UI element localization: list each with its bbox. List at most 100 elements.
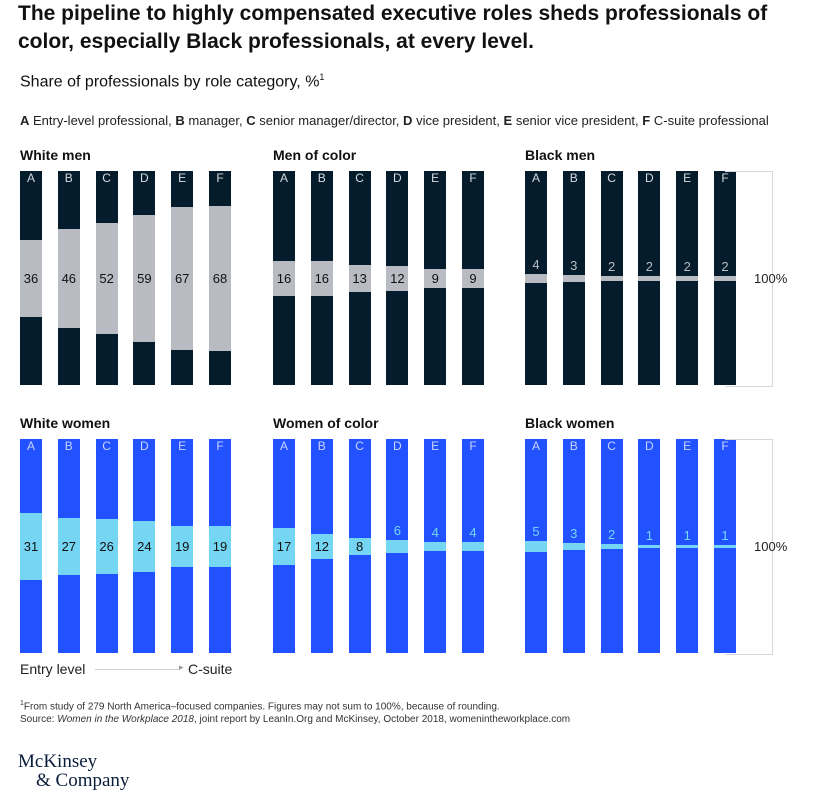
legend-key-e: E [503, 113, 513, 128]
data-label: 17 [276, 538, 292, 554]
data-label: 2 [683, 259, 691, 275]
bar-share-segment [676, 276, 699, 281]
bar-share-segment [20, 239, 42, 317]
bar-share-segment [600, 276, 623, 281]
bar: C 52 [95, 171, 118, 385]
data-label: 16 [314, 270, 330, 286]
bar-share-segment [171, 526, 194, 567]
panel-title: Women of color [273, 415, 379, 431]
category-letter: D [140, 439, 149, 453]
category-letter: F [469, 439, 477, 453]
data-label: 5 [532, 524, 540, 540]
bar: F 19 [209, 439, 231, 653]
arrow-right-icon: ▸ [179, 662, 184, 672]
bar: C 26 [95, 439, 118, 653]
role-legend: A Entry-level professional, B manager, C… [20, 113, 769, 128]
legend-text-f: C-suite professional [653, 113, 769, 128]
bar-share-segment [95, 518, 118, 575]
legend-key-c: C [246, 113, 256, 128]
bar: D 24 [133, 439, 156, 653]
subtitle-footnote-marker: 1 [319, 72, 325, 82]
footnote-marker: 1 [20, 700, 24, 707]
scale-frame-men [725, 171, 773, 387]
category-letter: C [102, 171, 111, 185]
legend-text-e: senior vice president, [515, 113, 639, 128]
category-letter: A [531, 439, 540, 453]
data-label: 2 [645, 259, 653, 275]
data-label: 3 [570, 258, 578, 274]
legend-key-d: D [403, 113, 413, 128]
data-label: 19 [212, 538, 228, 554]
bar-share-segment [638, 545, 661, 548]
subtitle-text: Share of professionals by role category,… [20, 73, 320, 91]
source-rest: , joint report by LeanIn.Org and McKinse… [193, 714, 571, 726]
bar-share-segment [310, 533, 333, 560]
bar-share-segment [209, 526, 231, 567]
category-letter: F [216, 171, 224, 185]
bar-share-segment [133, 520, 156, 573]
bar-share-segment [209, 205, 231, 352]
bar-share-segment [273, 261, 295, 296]
category-letter: E [683, 171, 692, 185]
category-letter: C [355, 439, 364, 453]
data-label: 2 [607, 527, 616, 543]
bar-share-segment [525, 541, 547, 552]
bar: B 46 [57, 171, 80, 385]
bar-share-segment [348, 537, 371, 556]
category-letter: B [569, 439, 578, 453]
data-label: 52 [99, 270, 114, 286]
category-letter: D [393, 439, 402, 453]
legend-text-b: manager, [188, 113, 243, 128]
data-label: 2 [721, 259, 729, 275]
footnote: 1From study of 279 North America–focused… [20, 697, 570, 726]
data-label: 4 [431, 525, 439, 541]
source-line: Source: Women in the Workplace 2018, joi… [20, 713, 570, 726]
bar: E 19 [171, 439, 194, 653]
bar-share-segment [57, 229, 80, 328]
category-letter: C [355, 171, 364, 185]
category-letter: B [569, 171, 578, 185]
bar: D 12 [386, 171, 409, 385]
bar-share-segment [714, 545, 736, 548]
data-label: 31 [23, 538, 39, 554]
legend-key-a: A [20, 113, 30, 128]
legend-key-f: F [642, 113, 651, 128]
bar-share-segment [20, 513, 42, 580]
category-letter: E [178, 171, 187, 185]
category-letter: C [607, 171, 616, 185]
bar: A 36 [20, 171, 42, 385]
panel-title: Black women [525, 415, 615, 431]
category-letter: C [102, 439, 111, 453]
bar-share-segment [424, 542, 447, 551]
category-letter: B [317, 439, 326, 453]
bar: A 17 [273, 439, 295, 653]
footnote-line: 1From study of 279 North America–focused… [20, 697, 570, 713]
category-letter: A [26, 171, 35, 185]
logo-line-1: McKinsey [18, 751, 98, 772]
category-letter: E [683, 439, 692, 453]
bar-share-segment [386, 540, 409, 553]
bar-share-segment [714, 276, 736, 281]
category-letter: B [64, 439, 73, 453]
legend-text-d: vice president, [416, 113, 500, 128]
category-letter: A [279, 171, 288, 185]
category-letter: D [393, 171, 402, 185]
data-label: 1 [721, 528, 729, 543]
category-letter: E [431, 439, 440, 453]
data-label: 1 [645, 528, 653, 543]
bar-share-segment [310, 261, 333, 296]
category-letter: D [140, 171, 149, 185]
bar: C 13 [348, 171, 371, 385]
bar-share-segment [462, 542, 484, 551]
